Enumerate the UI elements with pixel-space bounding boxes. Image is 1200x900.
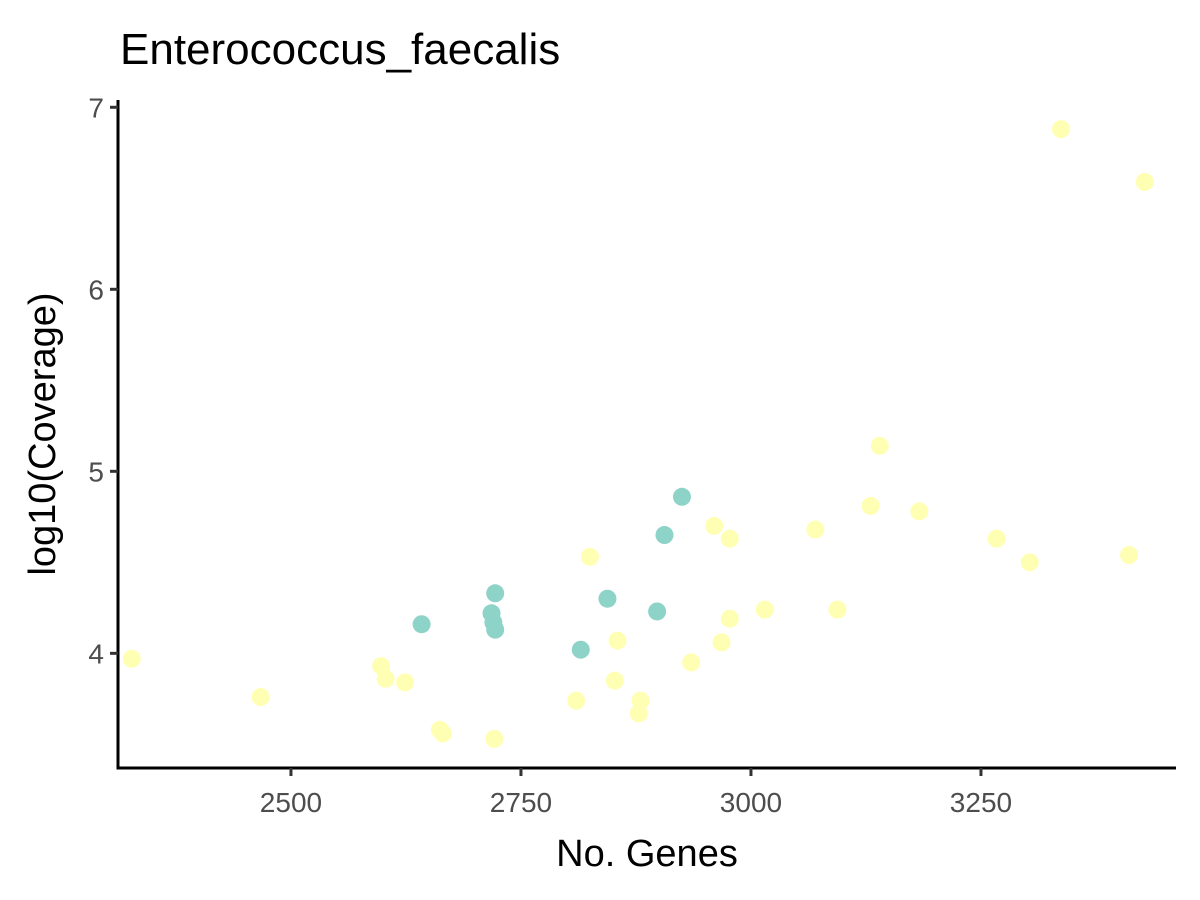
data-point — [396, 673, 415, 692]
data-point — [910, 502, 929, 521]
data-point — [605, 671, 624, 690]
data-point — [571, 640, 590, 659]
data-point — [608, 631, 627, 650]
data-point — [631, 691, 650, 710]
data-point — [720, 609, 739, 628]
x-axis-label: No. Genes — [556, 833, 738, 875]
data-point — [122, 649, 141, 668]
x-tick-label: 2750 — [490, 787, 552, 818]
data-point — [861, 496, 880, 515]
x-tick-label: 3250 — [950, 787, 1012, 818]
data-point — [1052, 120, 1070, 139]
x-tick-label: 3000 — [720, 787, 782, 818]
data-point — [486, 584, 505, 603]
data-point — [485, 729, 504, 748]
data-point — [567, 691, 586, 710]
data-point — [806, 520, 825, 539]
data-point — [705, 516, 724, 535]
data-point — [712, 633, 731, 652]
data-point — [987, 529, 1006, 548]
data-point — [251, 688, 270, 707]
y-tick-label: 7 — [88, 92, 104, 123]
y-axis-ticks: 4 5 6 7 — [88, 92, 118, 669]
data-point — [433, 724, 452, 743]
data-point — [486, 620, 505, 639]
data-point — [720, 529, 739, 548]
x-tick-label: 2500 — [260, 787, 322, 818]
x-axis-ticks: 2500 2750 3000 3250 — [260, 768, 1012, 818]
data-point — [580, 547, 599, 566]
data-point — [655, 526, 674, 545]
data-point — [1020, 553, 1039, 572]
data-point — [870, 436, 889, 455]
data-point — [828, 600, 847, 619]
data-point — [376, 669, 395, 688]
y-axis-label: log10(Coverage) — [22, 292, 64, 575]
data-points — [122, 120, 1154, 748]
data-point — [682, 653, 701, 672]
data-point — [755, 600, 774, 619]
data-point — [412, 615, 431, 634]
data-point — [672, 487, 691, 506]
data-point — [1135, 172, 1154, 191]
chart-title: Enterococcus_faecalis — [120, 25, 560, 74]
data-point — [598, 589, 617, 608]
data-point — [1120, 546, 1139, 565]
y-tick-label: 4 — [88, 638, 104, 669]
data-point — [648, 602, 667, 621]
y-tick-label: 6 — [88, 274, 104, 305]
y-tick-label: 5 — [88, 456, 104, 487]
